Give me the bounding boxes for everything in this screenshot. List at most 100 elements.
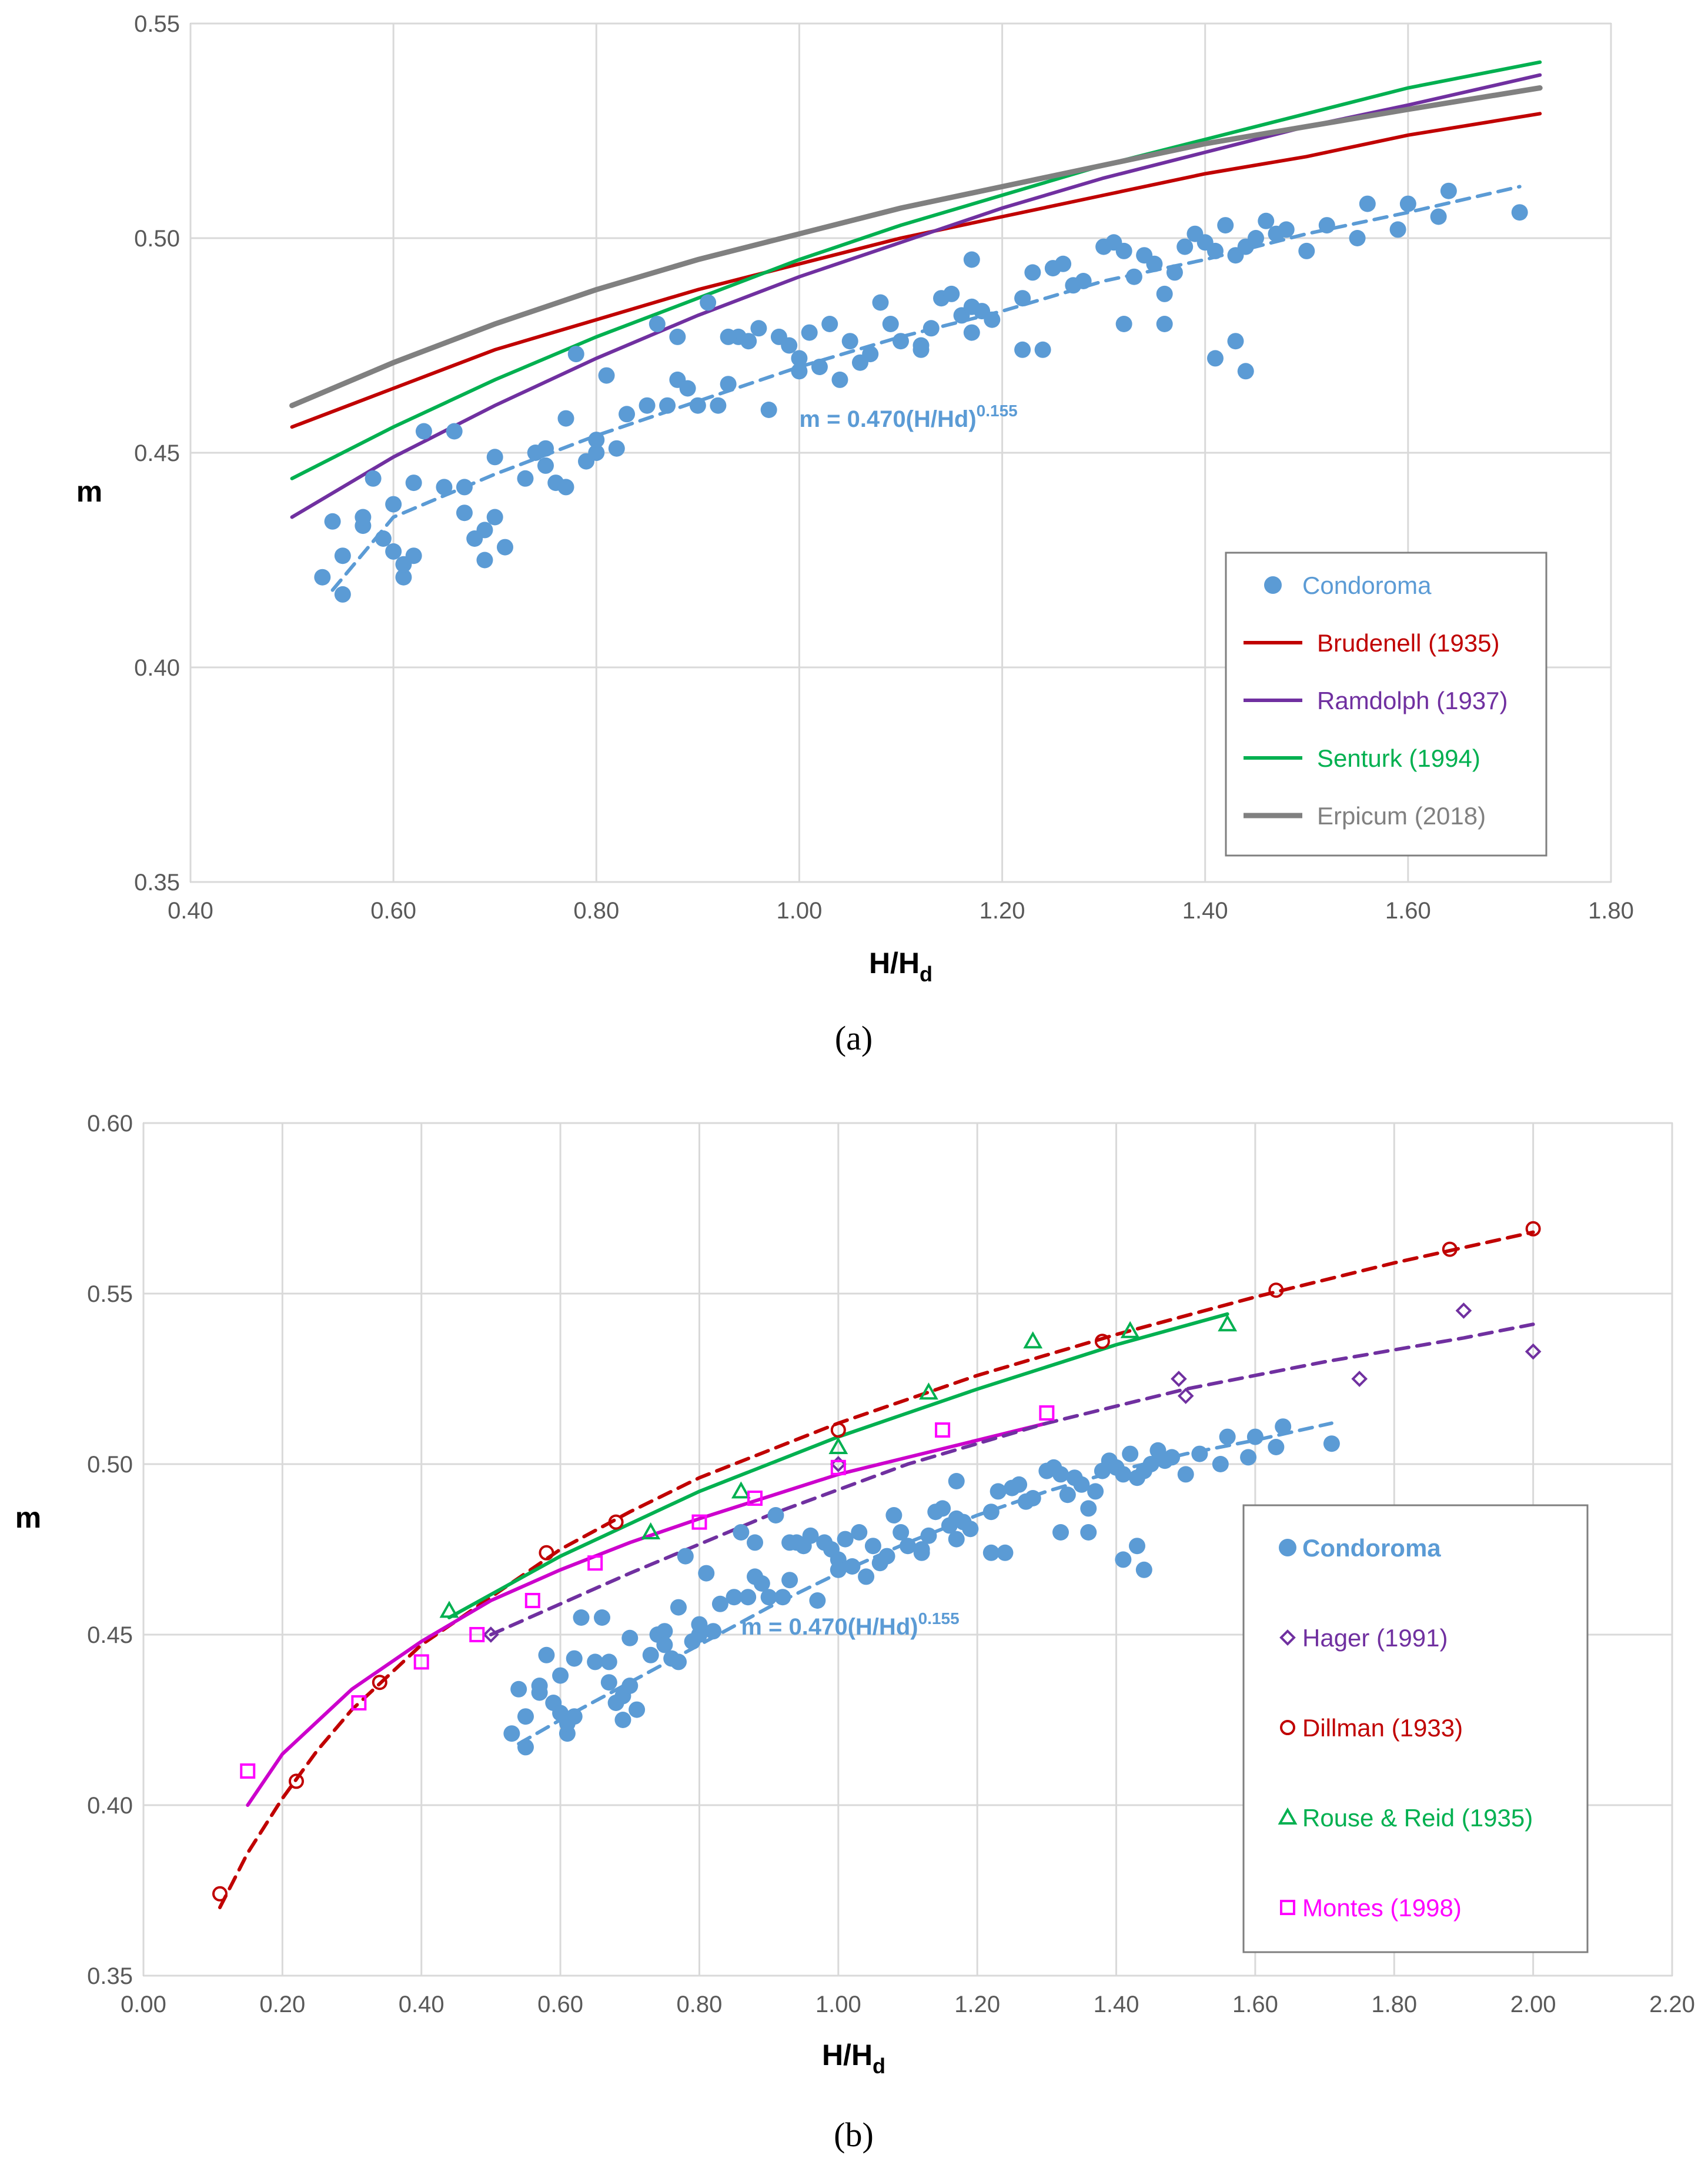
data-point	[750, 320, 767, 337]
data-point	[963, 251, 980, 268]
fit-equation-exponent: 0.155	[977, 402, 1018, 420]
legend-label: Senturk (1994)	[1317, 744, 1480, 772]
data-point	[700, 294, 717, 311]
data-point	[885, 1507, 903, 1523]
curve-hager-fit	[489, 1322, 1535, 1636]
data-point	[365, 470, 382, 487]
data-point	[726, 1589, 743, 1606]
data-point	[314, 569, 331, 586]
data-point	[864, 1538, 881, 1555]
y-tick-label: 0.35	[87, 1963, 133, 1989]
x-tick-label: 0.40	[399, 1992, 444, 2017]
data-point	[1227, 333, 1244, 350]
data-point	[1115, 1466, 1132, 1483]
data-point	[1115, 242, 1132, 259]
y-tick-label: 0.60	[87, 1111, 133, 1137]
marker-circle	[1525, 1221, 1541, 1237]
data-point	[415, 423, 432, 440]
marker-circle	[1094, 1334, 1110, 1349]
data-point	[691, 1616, 708, 1633]
data-point	[1087, 1483, 1104, 1500]
data-point	[476, 552, 493, 569]
scatter-points-b	[503, 1418, 1340, 1756]
data-point	[642, 1646, 659, 1663]
x-tick-label: 0.80	[677, 1992, 723, 2017]
y-tick-label: 0.40	[134, 655, 180, 681]
legend-symbol-diamond	[1279, 1629, 1296, 1646]
data-point	[781, 337, 798, 354]
data-point	[740, 1589, 757, 1606]
data-point	[791, 350, 808, 367]
data-point	[1359, 195, 1376, 212]
data-point	[1024, 264, 1041, 281]
x-tick-label: 0.60	[370, 898, 416, 924]
x-axis-title-b: H/Hd	[822, 2039, 885, 2078]
gridlines-a	[189, 22, 1612, 883]
marker-square	[747, 1491, 763, 1506]
data-point	[1318, 217, 1335, 234]
data-point	[733, 1524, 750, 1541]
data-point	[486, 509, 503, 526]
data-point	[990, 1483, 1007, 1500]
data-point	[621, 1629, 639, 1646]
data-point	[600, 1674, 617, 1691]
data-point	[1206, 242, 1224, 259]
data-point	[594, 1609, 610, 1626]
data-point	[711, 1595, 728, 1612]
x-tick-label: 1.40	[1094, 1992, 1139, 2017]
data-point	[1034, 341, 1051, 358]
data-point	[531, 1678, 548, 1694]
marker-circle	[372, 1675, 387, 1690]
data-point	[1177, 1466, 1194, 1483]
data-point	[710, 397, 727, 414]
legend-label: Dillman (1933)	[1302, 1714, 1463, 1742]
data-point	[1176, 238, 1194, 255]
legend-label: Condoroma	[1302, 572, 1432, 599]
y-tick-label: 0.50	[134, 226, 180, 252]
caption-a: (a)	[835, 1019, 873, 1057]
data-point	[1146, 255, 1163, 272]
data-point	[1125, 268, 1142, 285]
marker-square	[413, 1654, 429, 1670]
data-point	[872, 294, 889, 311]
data-point	[385, 496, 402, 513]
fit-equation-a: m = 0.470(H/Hd)0.155	[799, 402, 1017, 432]
data-point	[831, 371, 848, 388]
data-point	[619, 406, 636, 423]
data-point	[1055, 255, 1072, 272]
data-point	[566, 1650, 583, 1667]
data-point	[1298, 242, 1315, 259]
data-point	[537, 457, 554, 474]
data-point	[614, 1712, 631, 1728]
marker-circle	[539, 1545, 554, 1561]
data-point	[851, 1524, 868, 1541]
data-point	[1014, 341, 1031, 358]
data-point	[1156, 316, 1173, 332]
data-point	[984, 311, 1001, 328]
y-tick-labels-a: 0.35 0.40 0.45 0.50 0.55	[134, 11, 180, 896]
y-tick-label: 0.50	[87, 1452, 133, 1478]
data-point	[720, 376, 737, 393]
marker-diamond	[1171, 1371, 1187, 1387]
data-point	[837, 1531, 854, 1548]
x-tick-label: 0.40	[168, 898, 213, 924]
legend-label: Brudenell (1935)	[1317, 629, 1500, 657]
data-point	[753, 1575, 770, 1592]
x-tick-label: 1.80	[1371, 1992, 1417, 2017]
marker-triangle	[1120, 1321, 1140, 1338]
data-point	[802, 1527, 819, 1544]
fit-equation-b: m = 0.470(H/Hd)0.155	[741, 1609, 959, 1640]
data-point	[1059, 1486, 1076, 1504]
marker-triangle	[439, 1601, 459, 1618]
data-point	[1349, 230, 1366, 246]
data-point	[1278, 221, 1295, 238]
data-point	[1237, 363, 1254, 380]
data-point	[1240, 1449, 1257, 1466]
data-point	[537, 440, 554, 457]
legend-label: Ramdolph (1937)	[1317, 687, 1508, 714]
data-point	[639, 397, 656, 414]
marker-circle	[1442, 1241, 1458, 1257]
data-point	[841, 333, 858, 350]
y-tick-label: 0.55	[87, 1281, 133, 1307]
